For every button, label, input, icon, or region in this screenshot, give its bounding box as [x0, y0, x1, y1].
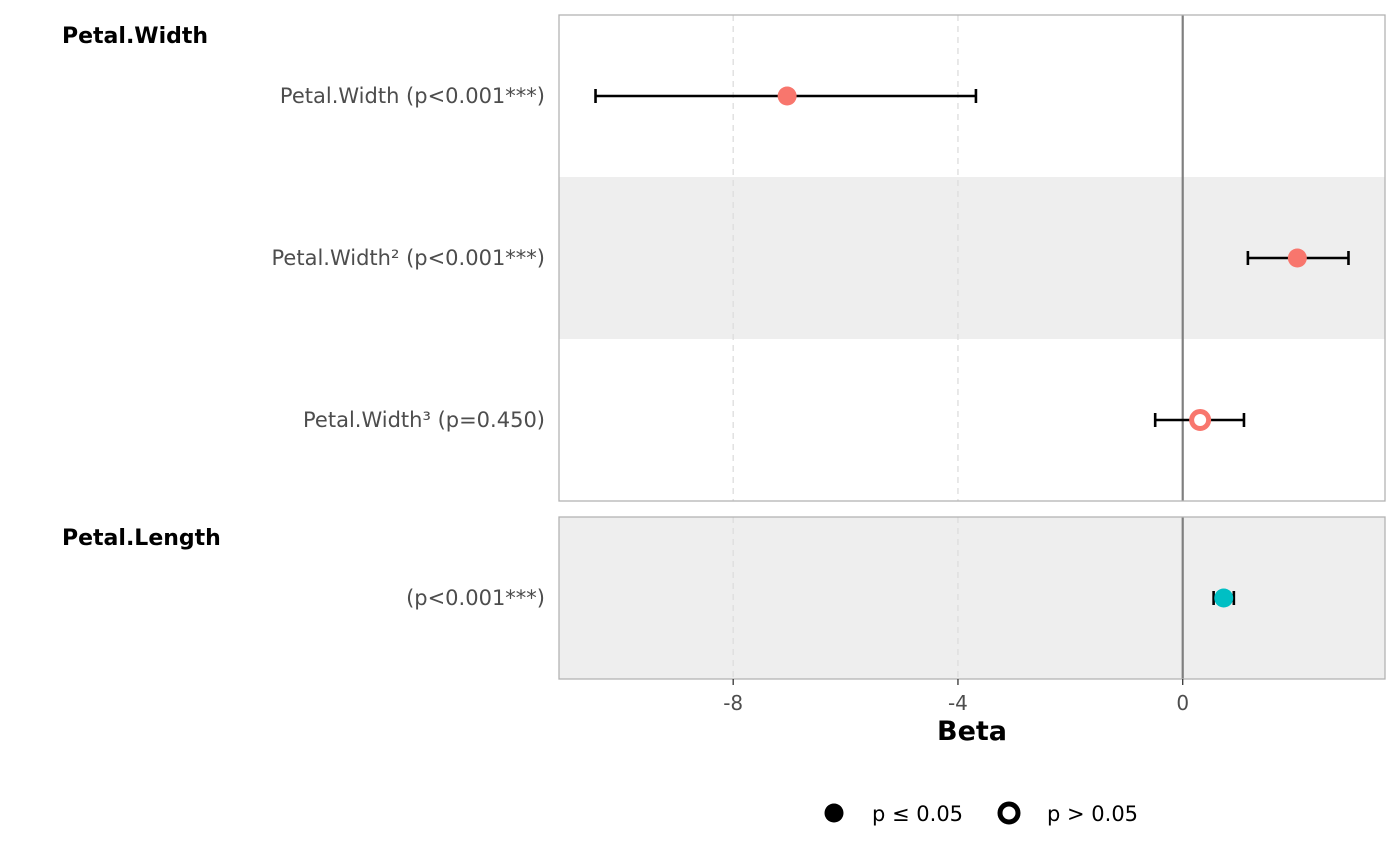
- panel-border: [558, 14, 1386, 502]
- row-label: Petal.Width² (p<0.001***): [272, 246, 545, 270]
- x-axis: Beta -8 -4 0: [723, 679, 1189, 747]
- row-label: (p<0.001***): [406, 586, 545, 610]
- legend-label: p ≤ 0.05: [872, 802, 963, 826]
- row-shade: [559, 517, 1385, 679]
- x-tick-label: -4: [948, 691, 968, 715]
- panels-layer: Petal.Width Petal.Width (p<0.001***) Petal…: [62, 14, 1386, 680]
- x-axis-title: Beta: [937, 716, 1007, 747]
- panel-petal-width: Petal.Width Petal.Width (p<0.001***) Petal…: [62, 14, 1386, 502]
- legend-label: p > 0.05: [1047, 802, 1138, 826]
- row-label: Petal.Width (p<0.001***): [280, 84, 545, 108]
- panel-border: [558, 516, 1386, 680]
- point-estimate: [1287, 248, 1307, 268]
- legend-filled-marker: [824, 803, 844, 823]
- group-label: Petal.Width: [62, 24, 208, 49]
- panel-petal-length: Petal.Length (p<0.001***): [62, 516, 1386, 680]
- x-tick-label: 0: [1176, 691, 1189, 715]
- legend-open-marker: [997, 801, 1021, 825]
- point-estimate: [1189, 409, 1212, 431]
- group-label: Petal.Length: [62, 526, 221, 551]
- point-estimate: [777, 86, 797, 106]
- legend-item: p > 0.05: [997, 801, 1138, 826]
- point-estimate: [1214, 588, 1234, 608]
- x-tick-label: -8: [723, 691, 743, 715]
- legend-item: p ≤ 0.05: [824, 802, 963, 826]
- row-label: Petal.Width³ (p=0.450): [303, 408, 545, 432]
- legend: p ≤ 0.05 p > 0.05: [824, 801, 1138, 826]
